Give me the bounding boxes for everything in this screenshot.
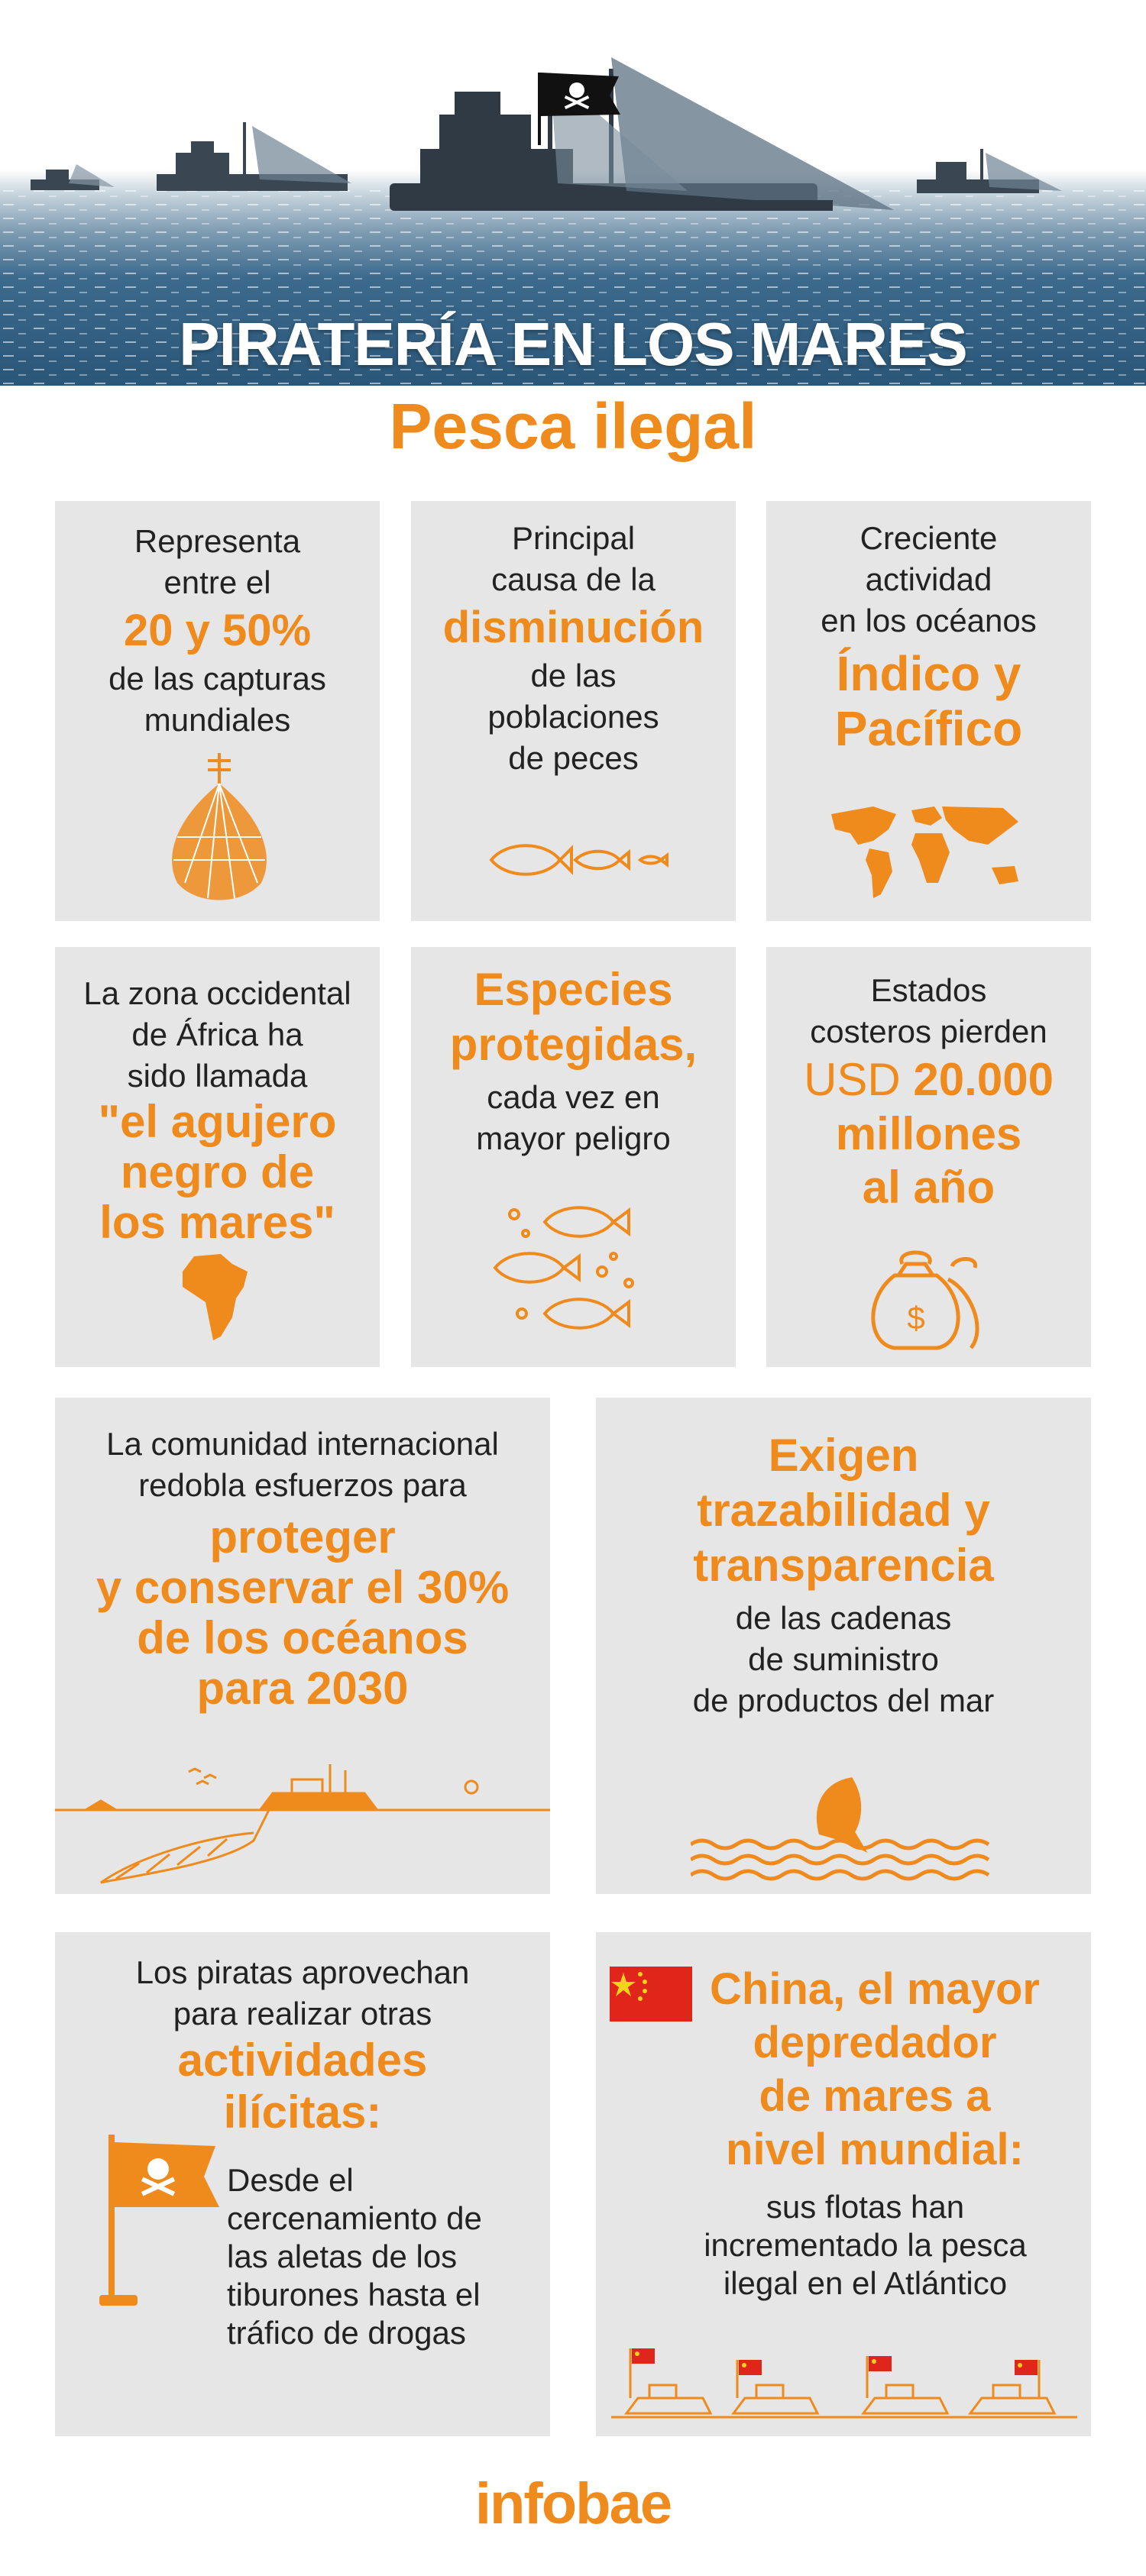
china-flag-icon: [610, 1967, 692, 2022]
card-highlight: para 2030: [196, 1663, 409, 1714]
card-text: de África ha: [131, 1017, 303, 1052]
card-text: de suministro: [748, 1641, 939, 1677]
card-highlight: protegidas,: [449, 1019, 698, 1070]
card-text: La comunidad internacional: [106, 1426, 499, 1462]
card-traceability: Exigen trazabilidad y transparencia de l…: [596, 1398, 1091, 1894]
africa-icon: [183, 1254, 248, 1340]
card-text: La zona occidental: [83, 975, 351, 1011]
card-text: poblaciones: [487, 699, 659, 735]
card-text: para realizar otras: [173, 1996, 432, 2031]
card-china: China, el mayor depredador de mares a ni…: [596, 1932, 1091, 2436]
card-text: cada vez en: [487, 1079, 660, 1115]
card-text: redobla esfuerzos para: [138, 1467, 467, 1503]
card-text: Estados: [870, 972, 987, 1008]
fish-icon: [489, 844, 668, 876]
card-highlight: nivel mundial:: [726, 2125, 1024, 2174]
svg-text:$: $: [907, 1300, 924, 1336]
infobae-logo: infobae: [474, 2471, 672, 2536]
card-decline: Principal causa de la disminución de las…: [411, 501, 736, 921]
card-highlight: transparencia: [693, 1540, 994, 1591]
card-text: tráfico de drogas: [227, 2315, 466, 2351]
card-text: de productos del mar: [692, 1682, 995, 1718]
card-highlight: Especies: [474, 964, 673, 1015]
card-highlight: proteger: [209, 1511, 396, 1563]
card-text: actividad: [865, 561, 992, 597]
card-text: Los piratas aprovechan: [135, 1954, 470, 1990]
card-africa: La zona occidental de África ha sido lla…: [55, 947, 380, 1367]
card-highlight: China, el mayor: [710, 1964, 1040, 2014]
fishing-vessels: [31, 57, 1062, 211]
card-highlight: Índico y: [836, 646, 1021, 701]
card-captures: Representa entre el 20 y 50% de las capt…: [55, 501, 380, 921]
amount-value: 20.000: [913, 1054, 1054, 1105]
card-text: cercenamiento de: [227, 2200, 482, 2236]
card-text: incrementado la pesca: [704, 2227, 1027, 2263]
card-highlight: 20 y 50%: [123, 606, 312, 655]
card-highlight: negro de: [120, 1146, 315, 1198]
card-text: en los océanos: [821, 603, 1037, 638]
card-text: Principal: [511, 520, 636, 556]
pirate-flag-icon: [99, 2135, 219, 2306]
ship-net-icon: [55, 1764, 550, 1884]
card-highlight: millones: [835, 1108, 1022, 1159]
card-text: Desde el: [227, 2162, 354, 2198]
card-text: Creciente: [860, 520, 998, 556]
fishing-net-icon: [172, 753, 267, 900]
fishing-boats-icon: [611, 2348, 1077, 2419]
card-highlight: ilícitas:: [223, 2086, 382, 2138]
card-text: tiburones hasta el: [227, 2277, 481, 2313]
card-highlight: actividades: [177, 2035, 428, 2086]
page-subtitle: Pesca ilegal: [389, 390, 757, 462]
card-text: de las: [530, 658, 617, 693]
world-map-icon: [831, 806, 1018, 898]
card-text: Representa: [134, 523, 301, 559]
card-protect: La comunidad internacional redobla esfue…: [55, 1398, 550, 1894]
card-highlight: Exigen: [768, 1430, 919, 1481]
fish-group-icon: [493, 1206, 634, 1330]
hero-banner: PIRATERÍA EN LOS MARES: [0, 0, 1146, 386]
card-text: costeros pierden: [810, 1013, 1047, 1049]
card-highlight: Pacífico: [834, 701, 1023, 756]
card-text: de las cadenas: [735, 1600, 952, 1636]
card-highlight: depredador: [753, 2018, 997, 2067]
card-highlight: y conservar el 30%: [96, 1562, 510, 1613]
card-text: de las capturas: [108, 661, 326, 697]
card-oceans: Creciente actividad en los océanos Índic…: [766, 501, 1091, 921]
card-text: mayor peligro: [476, 1120, 671, 1156]
card-highlight: disminución: [442, 603, 704, 652]
card-highlight: "el agujero: [98, 1096, 337, 1147]
card-highlight: de los océanos: [137, 1612, 468, 1663]
card-highlight: al año: [862, 1162, 995, 1213]
card-highlight: los mares": [99, 1197, 335, 1248]
card-pirates: Los piratas aprovechan para realizar otr…: [55, 1932, 550, 2436]
card-text: mundiales: [144, 702, 291, 738]
currency-label: USD: [804, 1054, 901, 1105]
card-text: entre el: [163, 564, 271, 600]
card-highlight: trazabilidad y: [697, 1485, 990, 1536]
sea-photo: [0, 187, 1146, 386]
card-text: de peces: [508, 740, 639, 776]
card-species: Especies protegidas, cada vez en mayor p…: [411, 947, 736, 1367]
card-text: sus flotas han: [766, 2189, 965, 2225]
money-bag-icon: $: [871, 1250, 979, 1350]
card-text: las aletas de los: [227, 2238, 458, 2274]
card-text: sido llamada: [127, 1058, 308, 1094]
card-text: causa de la: [491, 561, 656, 597]
fish-jump-icon: [691, 1777, 990, 1881]
card-highlight: de mares a: [759, 2071, 991, 2121]
card-text: ilegal en el Atlántico: [723, 2265, 1008, 2301]
card-losses: Estados costeros pierden USD 20.000 mill…: [766, 947, 1091, 1367]
page-title: PIRATERÍA EN LOS MARES: [179, 310, 967, 378]
